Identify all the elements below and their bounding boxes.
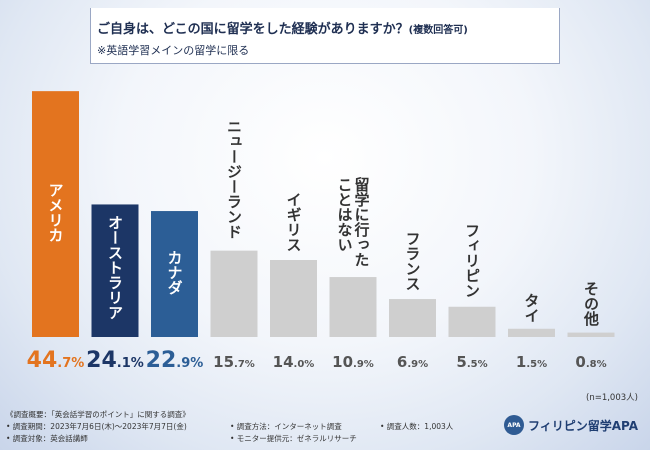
survey-target: • 調査対象：英会話講師 xyxy=(6,434,88,443)
value-frac-8: .5% xyxy=(526,359,547,370)
category-label-9-0: その他 xyxy=(582,281,600,327)
value-label-7: 5.5% xyxy=(456,353,487,371)
value-label-0: 44.7% xyxy=(27,348,85,373)
value-frac-6: .9% xyxy=(407,359,428,370)
value-int-0: 44 xyxy=(27,348,58,373)
category-label-8-0: タイ xyxy=(523,293,541,323)
chart-title: ご自身は、どこの国に留学をした経験がありますか？(複数回答可) xyxy=(97,18,468,37)
value-int-1: 24 xyxy=(86,348,117,373)
survey-count: • 調査人数：1,003人 xyxy=(380,422,454,431)
apa-logo-icon: APA xyxy=(504,415,524,435)
value-int-3: 15 xyxy=(213,353,234,371)
category-label-0-0: アメリカ xyxy=(47,182,65,242)
value-label-2: 22.9% xyxy=(146,348,204,373)
value-int-8: 1 xyxy=(516,353,526,371)
survey-monitor: • モニター提供元：ゼネラルリサーチ xyxy=(230,434,357,443)
chart-title-box: ご自身は、どこの国に留学をした経験がありますか？(複数回答可) ※英語学習メイン… xyxy=(90,8,560,64)
survey-period: • 調査期間：2023年7月6日(木)〜2023年7月7日(金) xyxy=(6,422,187,431)
value-int-5: 10 xyxy=(332,353,353,371)
value-label-1: 24.1% xyxy=(86,348,144,373)
category-label-5-0: 留学に行った xyxy=(353,176,371,267)
value-frac-7: .5% xyxy=(467,359,488,370)
bar-9 xyxy=(567,332,615,337)
value-frac-1: .1% xyxy=(117,356,144,371)
category-label-3-0: ニュージーランド xyxy=(225,119,243,239)
bar-4 xyxy=(270,260,317,337)
bar-7 xyxy=(448,306,496,337)
survey-overview: 《調査概要：「英会話学習のポイント」に関する調査》 xyxy=(6,410,190,419)
category-label-6-0: フランス xyxy=(404,231,422,291)
bar-2 xyxy=(151,211,198,337)
value-frac-0: .7% xyxy=(57,356,84,371)
sample-size: (n=1,003人) xyxy=(586,393,638,403)
value-int-9: 0 xyxy=(575,353,585,371)
category-label-7-0: フィリピン xyxy=(463,223,481,298)
bar-6 xyxy=(389,299,436,337)
value-label-6: 6.9% xyxy=(397,353,428,371)
category-label-1-0: オーストラリア xyxy=(106,215,124,320)
chart-subtitle: ※英語学習メインの留学に限る xyxy=(97,44,250,57)
value-int-7: 5 xyxy=(456,353,466,371)
chart-title-main: ご自身は、どこの国に留学をした経験がありますか？ xyxy=(97,22,409,37)
chart-title-suffix: (複数回答可) xyxy=(408,25,468,36)
bar-3 xyxy=(210,250,258,337)
category-label-5-1: ことはない xyxy=(336,177,354,252)
category-label-4-0: イギリス xyxy=(285,192,303,252)
value-frac-9: .8% xyxy=(586,359,607,370)
value-label-4: 14.0% xyxy=(273,353,315,371)
value-int-6: 6 xyxy=(397,353,407,371)
value-label-8: 1.5% xyxy=(516,353,547,371)
value-label-5: 10.9% xyxy=(332,353,374,371)
brand-logo: APA フィリピン留学APA xyxy=(504,415,638,435)
brand-name: フィリピン留学APA xyxy=(528,418,639,433)
bar-1 xyxy=(91,204,139,337)
value-frac-3: .7% xyxy=(234,359,255,370)
value-frac-5: .9% xyxy=(353,359,374,370)
bar-0 xyxy=(32,91,79,338)
value-int-2: 22 xyxy=(146,348,177,373)
category-label-2-0: カナダ xyxy=(166,250,184,295)
value-frac-2: .9% xyxy=(176,356,203,371)
bar-8 xyxy=(508,328,555,337)
value-int-4: 14 xyxy=(273,353,294,371)
value-label-3: 15.7% xyxy=(213,353,255,371)
survey-method: • 調査方法：インターネット調査 xyxy=(230,422,342,431)
bar-5 xyxy=(329,277,377,337)
value-label-9: 0.8% xyxy=(575,353,606,371)
value-frac-4: .0% xyxy=(294,359,315,370)
